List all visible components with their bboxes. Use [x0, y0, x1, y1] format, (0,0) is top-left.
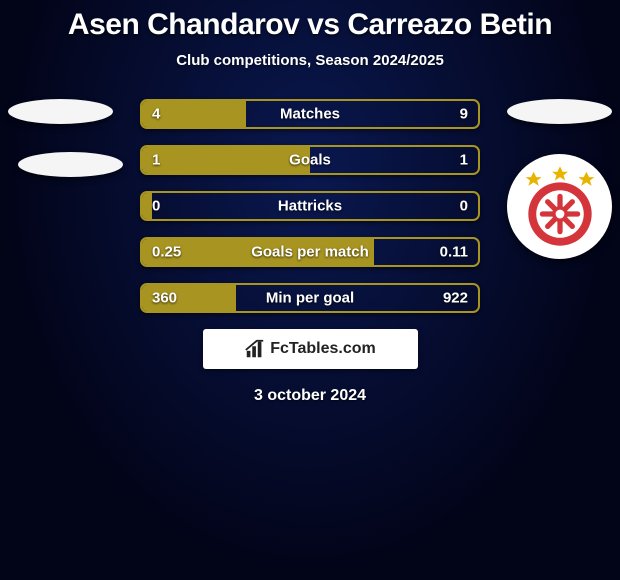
- stat-bars: 4 Matches 9 1 Goals 1 0 Hattricks 0 0.25…: [140, 99, 480, 313]
- stat-left-value: 0.25: [152, 244, 181, 261]
- stat-right-value: 0.11: [440, 244, 468, 261]
- stat-label: Min per goal: [266, 290, 354, 307]
- player1-badge-placeholder-2: [18, 152, 123, 177]
- player1-badge-placeholder: [8, 99, 113, 124]
- stat-right-value: 0: [460, 198, 468, 215]
- source-logo-text: FcTables.com: [270, 340, 376, 358]
- source-logo: FcTables.com: [203, 329, 418, 369]
- stat-right-value: 9: [460, 106, 468, 123]
- stat-row: 1 Goals 1: [140, 145, 480, 175]
- stat-label: Hattricks: [278, 198, 342, 215]
- stat-row: 360 Min per goal 922: [140, 283, 480, 313]
- stat-right-value: 1: [460, 152, 468, 169]
- comparison-panel: 4 Matches 9 1 Goals 1 0 Hattricks 0 0.25…: [0, 99, 620, 405]
- stat-label: Goals: [289, 152, 331, 169]
- stat-right-value: 922: [443, 290, 468, 307]
- stat-row: 0 Hattricks 0: [140, 191, 480, 221]
- bar-chart-icon: [244, 338, 266, 360]
- stat-left-value: 0: [152, 198, 160, 215]
- club-crest: [507, 154, 612, 259]
- snapshot-date: 3 october 2024: [0, 387, 620, 405]
- stat-row: 4 Matches 9: [140, 99, 480, 129]
- player2-badge-placeholder: [507, 99, 612, 124]
- stat-label: Goals per match: [251, 244, 369, 261]
- page-title: Asen Chandarov vs Carreazo Betin: [0, 0, 620, 42]
- stat-left-value: 360: [152, 290, 177, 307]
- club-crest-icon: [516, 163, 604, 251]
- stat-label: Matches: [280, 106, 340, 123]
- page-subtitle: Club competitions, Season 2024/2025: [0, 52, 620, 69]
- stat-row: 0.25 Goals per match 0.11: [140, 237, 480, 267]
- stat-left-value: 4: [152, 106, 160, 123]
- stat-fill: [142, 147, 310, 173]
- stat-left-value: 1: [152, 152, 160, 169]
- stat-fill: [142, 193, 152, 219]
